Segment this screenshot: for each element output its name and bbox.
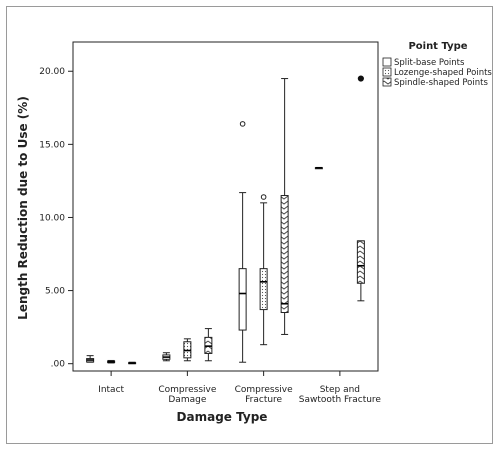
box-spindle-shaped-pointscat-0	[128, 361, 137, 365]
box-lozenge-shaped-pointscat-2	[259, 194, 268, 346]
outlier-point	[239, 121, 246, 127]
y-tick-label: .00	[51, 360, 66, 370]
legend-swatch	[382, 67, 392, 77]
box-split-base-pointscat-1	[162, 352, 171, 362]
x-category-label-line: Fracture	[245, 395, 282, 405]
y-tick-label: 20.00	[39, 67, 65, 77]
box-body	[238, 268, 247, 331]
x-category-label-line: Sawtooth Fracture	[299, 395, 382, 405]
outlier-point	[260, 194, 267, 200]
legend-entry: Lozenge-shaped Points	[394, 68, 492, 78]
box-split-base-pointscat-0	[86, 355, 95, 363]
x-category-label-line: Compressive	[235, 385, 294, 395]
box-split-base-pointscat-2	[238, 121, 247, 363]
y-tick-label: 5.00	[45, 287, 65, 297]
box-lozenge-shaped-pointscat-1	[183, 338, 192, 362]
legend-swatch	[382, 57, 392, 67]
x-category-label-line: Damage	[168, 395, 206, 405]
box-spindle-shaped-pointscat-3	[356, 75, 365, 302]
legend-title: Point Type	[408, 41, 467, 52]
plot-area-border	[72, 41, 379, 372]
x-category-label-line: Intact	[98, 385, 124, 395]
x-category-label: Compressive Fracture	[235, 385, 294, 405]
y-tick-label: 10.00	[39, 213, 65, 223]
box-spindle-shaped-pointscat-2	[280, 78, 289, 335]
y-tick-label: 15.00	[39, 140, 65, 150]
x-category-label: Compressive Damage	[158, 385, 217, 405]
box-body	[356, 240, 365, 284]
box-split-base-pointscat-3	[314, 166, 323, 170]
legend-entry: Spindle-shaped Points	[394, 78, 488, 88]
box-spindle-shaped-pointscat-1	[204, 328, 213, 362]
box-lozenge-shaped-pointscat-0	[107, 359, 116, 364]
x-category-label: Step and Sawtooth Fracture	[299, 385, 382, 405]
legend-swatch	[382, 77, 392, 87]
x-category-label-line: Compressive	[158, 385, 217, 395]
x-axis-title: Damage Type	[177, 410, 268, 424]
box-body	[280, 195, 289, 314]
x-category-label: Intact	[98, 385, 124, 395]
legend-entry: Split-base Points	[394, 58, 465, 68]
y-axis-title: Length Reduction due to Use (%)	[16, 96, 30, 320]
x-category-label-line: Step and	[320, 385, 360, 395]
box-body	[259, 268, 268, 311]
chart-frame	[6, 6, 493, 444]
extreme-point	[357, 75, 364, 82]
